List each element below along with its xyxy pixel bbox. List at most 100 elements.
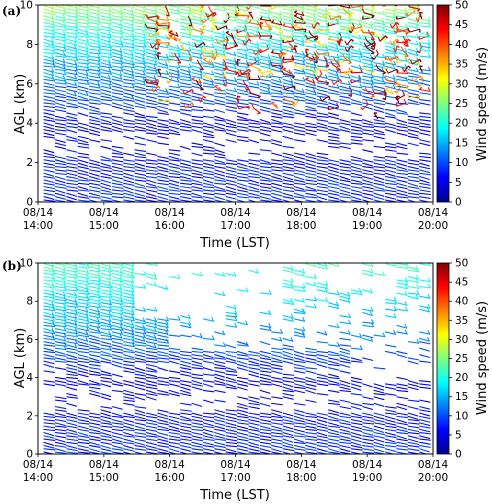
wind-barb-flag [290, 71, 294, 76]
wind-barb [202, 399, 214, 404]
wind-barb [271, 428, 283, 432]
wind-barb [282, 337, 294, 342]
wind-barb [259, 88, 271, 94]
wind-barb [123, 45, 135, 49]
wind-barb-flag [250, 13, 254, 19]
wind-barb [123, 92, 135, 97]
wind-barb-flag [234, 77, 237, 82]
wind-barb-flag [210, 34, 214, 40]
wind-barb [66, 402, 78, 407]
wind-barb [134, 186, 147, 189]
wind-barb-flag [416, 33, 419, 39]
wind-barb [88, 445, 101, 448]
wind-barb [271, 165, 283, 169]
wind-barb-flag [51, 54, 55, 60]
wind-barb [180, 165, 192, 169]
wind-barb [283, 73, 295, 77]
wind-barb [66, 354, 77, 359]
wind-barb [88, 196, 101, 199]
wind-barb [180, 162, 192, 167]
wind-barb [180, 350, 192, 354]
wind-barb-flag [248, 88, 252, 94]
wind-barb [214, 441, 226, 446]
wind-barb-flag [210, 27, 214, 33]
wind-barb [282, 60, 295, 64]
wind-barb [191, 419, 203, 423]
wind-barb [293, 68, 305, 73]
wind-barb [316, 102, 329, 106]
wind-barb [225, 122, 237, 127]
wind-barb [145, 38, 158, 42]
wind-barb [293, 367, 306, 370]
wind-barb [180, 58, 192, 62]
wind-barb [236, 85, 249, 88]
wind-barb [236, 159, 249, 162]
wind-barb-flag [225, 35, 229, 41]
wind-barb-flag [51, 281, 55, 287]
wind-barb [43, 132, 55, 137]
wind-barb [396, 285, 408, 290]
wind-barb [157, 142, 170, 146]
wind-barb [111, 315, 123, 319]
wind-barb-flag [336, 40, 340, 46]
wind-barb [225, 272, 237, 277]
wind-barb [305, 88, 316, 94]
wind-barb [328, 292, 340, 296]
wind-barb-noise [167, 42, 170, 46]
wind-barb-noise [371, 7, 375, 10]
wind-barb [180, 68, 191, 73]
wind-barb [180, 360, 192, 365]
wind-barb-flag [358, 74, 362, 80]
wind-barb [408, 95, 421, 99]
wind-barb [328, 402, 340, 405]
wind-barb [88, 48, 101, 51]
wind-barb [373, 99, 386, 103]
wind-barb-flag [85, 284, 89, 290]
colorbar-tick-label: 40 [455, 39, 468, 51]
wind-barb [123, 396, 135, 400]
wind-barb [248, 85, 260, 89]
wind-barb [305, 152, 316, 157]
wind-barb-flag [132, 263, 135, 267]
wind-barb [282, 192, 294, 197]
wind-barb-flag [108, 310, 112, 316]
wind-barb [54, 445, 67, 448]
wind-barb [88, 435, 101, 439]
wind-barb [66, 285, 78, 289]
wind-barb-noise [246, 63, 250, 67]
wind-barb [384, 57, 397, 60]
wind-barb [202, 165, 215, 169]
wind-barb [225, 357, 237, 362]
wind-barb [339, 315, 352, 318]
wind-barb [316, 18, 328, 23]
wind-barb [88, 363, 101, 367]
wind-barb [88, 292, 100, 297]
wind-barb [339, 5, 351, 9]
wind-barb [419, 415, 431, 419]
wind-barb [305, 419, 317, 423]
wind-barb [373, 176, 385, 181]
wind-barb-flag [302, 268, 306, 273]
wind-barb-noise [348, 94, 352, 97]
wind-barb [214, 8, 226, 12]
wind-barb [373, 412, 385, 417]
wind-barb-flag [156, 20, 160, 25]
wind-barb [214, 415, 225, 420]
wind-barb [145, 65, 157, 70]
wind-barb [384, 11, 397, 16]
wind-barb [66, 78, 79, 82]
wind-barb [145, 396, 157, 401]
wind-barb [373, 88, 385, 93]
wind-barb-flag [279, 20, 283, 26]
wind-barb [225, 415, 237, 420]
wind-barb-noise [202, 42, 206, 46]
wind-barb [407, 438, 419, 443]
wind-barb [362, 75, 374, 79]
wind-barb [384, 451, 396, 454]
wind-barb-noise [383, 66, 387, 70]
wind-barb [339, 337, 352, 341]
wind-barb [248, 448, 260, 452]
wind-barb [54, 95, 67, 99]
wind-barb [207, 11, 216, 18]
wind-barb [191, 152, 203, 157]
